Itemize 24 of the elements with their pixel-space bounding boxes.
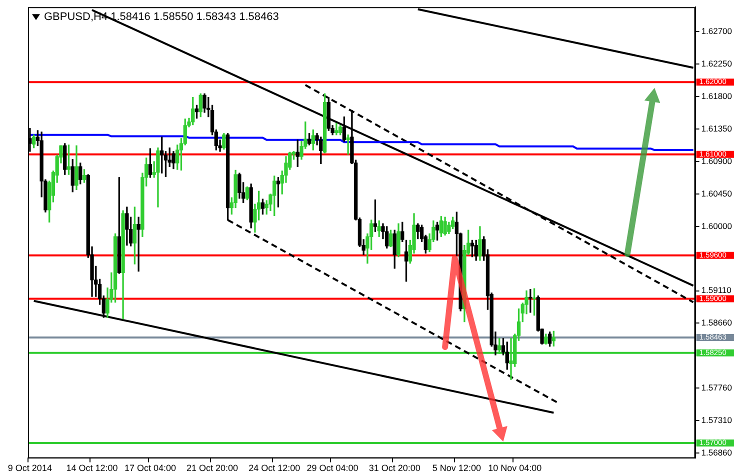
- candlestick: [136, 216, 140, 272]
- y-tick-label: 1.60450: [701, 188, 732, 198]
- x-tick-label: 29 Oct 04:00: [306, 463, 358, 474]
- y-tick-label: 1.61350: [701, 123, 732, 134]
- y-tick-label: 1.62250: [701, 58, 732, 68]
- x-tick-label: 5 Nov 12:00: [432, 463, 481, 474]
- y-tick-label: 1.60000: [701, 220, 732, 231]
- x-tick-label: 10 Nov 04:00: [488, 463, 542, 474]
- y-tick-label: 1.61800: [701, 90, 732, 101]
- y-tick-label: 1.59110: [701, 285, 732, 296]
- y-tick-label: 1.56860: [701, 447, 732, 458]
- x-tick-label: 14 Oct 12:00: [66, 463, 118, 474]
- y-tick-label: 1.57310: [701, 415, 732, 426]
- x-tick-label: 24 Oct 12:00: [248, 463, 300, 474]
- y-tick-label: 1.62700: [701, 26, 732, 36]
- y-tick-label: 1.57760: [701, 382, 732, 393]
- x-tick-label: 31 Oct 20:00: [368, 463, 420, 474]
- x-tick-label: 21 Oct 20:00: [186, 463, 238, 474]
- y-tick-label: 1.58660: [701, 318, 732, 328]
- candlestick: [346, 134, 350, 155]
- x-tick-label: 9 Oct 2014: [8, 463, 52, 474]
- x-tick-label: 17 Oct 04:00: [124, 463, 176, 474]
- y-tick-label: 1.60900: [701, 156, 732, 166]
- chart-title: GBPUSD,H4 1.58416 1.58550 1.58343 1.58463: [44, 11, 279, 24]
